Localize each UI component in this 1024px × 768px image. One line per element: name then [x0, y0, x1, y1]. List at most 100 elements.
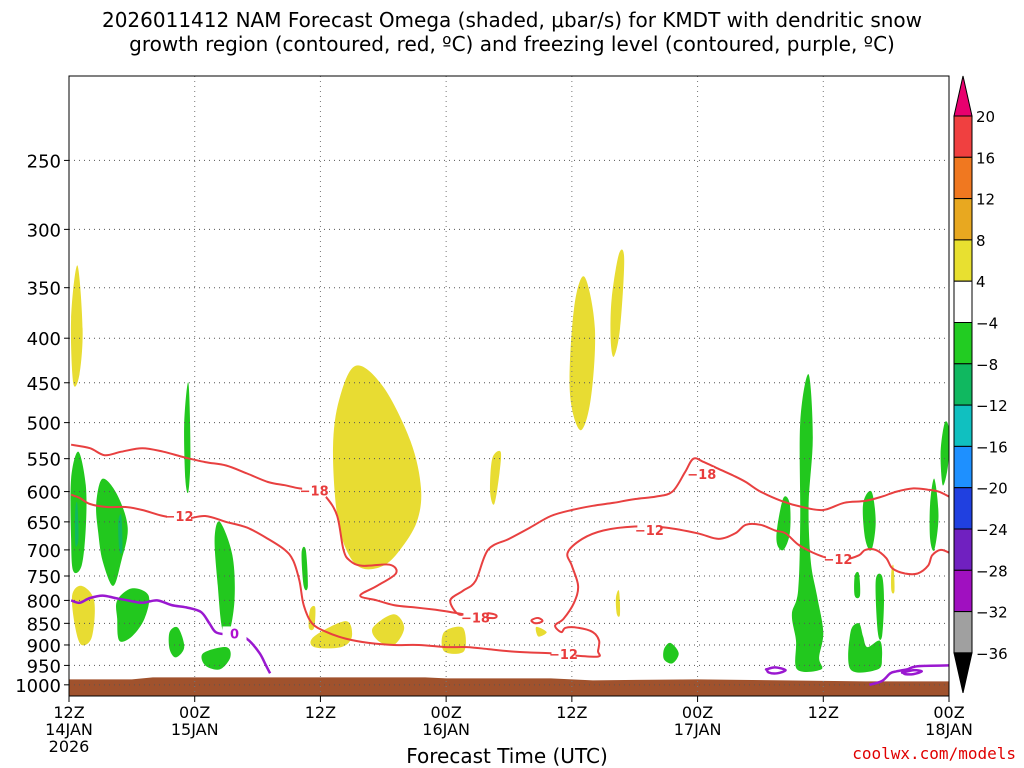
x-tick-label-60-1: 17JAN	[674, 720, 722, 739]
x-tick-label-72-0: 12Z	[808, 703, 839, 722]
contour-label-4: −12	[635, 524, 664, 539]
contour-label-7: 0	[230, 627, 239, 642]
contour-label-5: −18	[687, 468, 716, 483]
colorbar-box-9	[953, 445, 973, 489]
omega-region-30	[74, 501, 79, 547]
contour-label-1: −18	[300, 484, 329, 499]
y-tick-label-350: 350	[27, 279, 61, 300]
contour-label-bg-2	[463, 610, 488, 625]
omega-region-16	[168, 626, 185, 658]
colorbar-label-0: 20	[976, 108, 995, 126]
x-tick-label-48-0: 12Z	[556, 703, 587, 722]
omega-region-12	[891, 564, 895, 594]
colorbar-label-13: −36	[976, 645, 1008, 663]
contour-label-bg-3	[551, 647, 576, 662]
omega-region-21	[663, 642, 679, 664]
dgz-small-loop	[530, 616, 544, 625]
omega-region-5	[610, 249, 625, 357]
omega-region-15	[115, 588, 150, 642]
contour-label-2: −18	[461, 612, 490, 627]
y-tick-label-450: 450	[27, 374, 61, 395]
colorbar-top-arrow	[953, 75, 973, 117]
colorbar-box-5	[953, 280, 973, 324]
omega-region-20	[301, 546, 308, 591]
ground-layer	[69, 677, 949, 696]
colorbar-label-5: −4	[976, 315, 998, 333]
colorbar-box-6	[953, 322, 973, 365]
x-tick-label-12-0: 00Z	[179, 703, 210, 722]
y-tick-label-700: 700	[27, 541, 61, 562]
omega-region-23	[791, 374, 824, 673]
colorbar-label-9: −20	[976, 480, 1008, 498]
contour-label-6: −12	[823, 553, 852, 568]
source-credit[interactable]: coolwx.com/models	[852, 744, 1016, 763]
x-tick-label-0-0: 12Z	[53, 703, 84, 722]
omega-region-22	[776, 496, 791, 551]
freezing-level-loop-2	[900, 668, 924, 676]
contour-label-layer: −12 −18 −18 −12 −12 −18 −12 0	[165, 467, 852, 663]
x-tick-label-84-1: 18JAN	[925, 720, 973, 739]
colorbar-box-13	[953, 611, 973, 654]
x-axis-title: Forecast Time (UTC)	[406, 744, 608, 768]
chart-title-line-1: 2026011412 NAM Forecast Omega (shaded, μ…	[101, 8, 923, 32]
y-tick-label-950: 950	[27, 656, 61, 677]
contour-label-bg-0	[167, 508, 191, 523]
omega-region-13	[70, 451, 87, 574]
y-tick-label-900: 900	[27, 636, 61, 657]
colorbar-box-11	[953, 528, 973, 571]
colorbar-label-8: −16	[976, 438, 1008, 456]
y-tick-label-300: 300	[27, 220, 61, 241]
colorbar-box-2	[953, 156, 973, 200]
omega-region-17	[201, 647, 231, 670]
colorbar-box-4	[953, 239, 973, 282]
colorbar-label-10: −24	[976, 521, 1008, 539]
x-tick-label-0-1: 14JAN	[45, 720, 93, 739]
x-tick-label-60-0: 00Z	[682, 703, 713, 722]
y-tick-label-1000: 1000	[15, 676, 61, 697]
colorbar-box-8	[953, 404, 973, 447]
x-tick-label-0-2: 2026	[49, 737, 90, 756]
colorbar-label-4: 4	[976, 273, 986, 291]
contour-label-bg-5	[689, 467, 714, 482]
omega-region-1	[70, 265, 83, 387]
omega-region-3	[490, 450, 502, 505]
freezing-level-contour-late	[869, 664, 950, 687]
x-tick-label-12-1: 15JAN	[171, 720, 219, 739]
colorbar-box-7	[953, 363, 973, 406]
omega-region-29	[940, 421, 950, 486]
colorbar-box-3	[953, 198, 973, 241]
omega-region-18	[214, 521, 235, 639]
y-tick-label-500: 500	[27, 414, 61, 435]
colorbar-box-1	[953, 115, 973, 158]
grid-layer	[69, 76, 949, 696]
omega-region-7	[372, 614, 405, 646]
colorbar: 20 16 12 8 4 −4 −8 −12 −16 −20 −24 −28 −32 −36	[953, 75, 1008, 694]
x-tick-label-36-1: 16JAN	[422, 720, 470, 739]
omega-region-26	[875, 573, 884, 640]
plot-frame	[68, 75, 950, 697]
colorbar-box-12	[953, 569, 973, 613]
y-tick-label-800: 800	[27, 591, 61, 612]
y-tick-label-600: 600	[27, 483, 61, 504]
y-tick-label-850: 850	[27, 614, 61, 635]
colorbar-box-10	[953, 487, 973, 530]
omega-region-14	[96, 478, 128, 586]
freezing-level-loop-1	[764, 666, 787, 675]
colorbar-label-1: 16	[976, 149, 995, 167]
contour-label-bg-7	[222, 626, 247, 641]
omega-shading-layer	[70, 249, 950, 673]
contour-label-0: −12	[165, 510, 194, 525]
y-tick-label-650: 650	[27, 513, 61, 534]
contour-label-bg-6	[825, 551, 850, 566]
y-tick-label-400: 400	[27, 329, 61, 350]
omega-region-9	[535, 626, 547, 637]
chart-title-line-2: growth region (contoured, red, ºC) and f…	[129, 32, 895, 56]
x-tick-label-36-0: 00Z	[430, 703, 461, 722]
ground-surface	[69, 677, 949, 696]
omega-region-27	[854, 571, 861, 599]
freezing-level-contour	[70, 594, 272, 674]
colorbar-label-3: 8	[976, 232, 986, 250]
colorbar-label-2: 12	[976, 191, 995, 209]
